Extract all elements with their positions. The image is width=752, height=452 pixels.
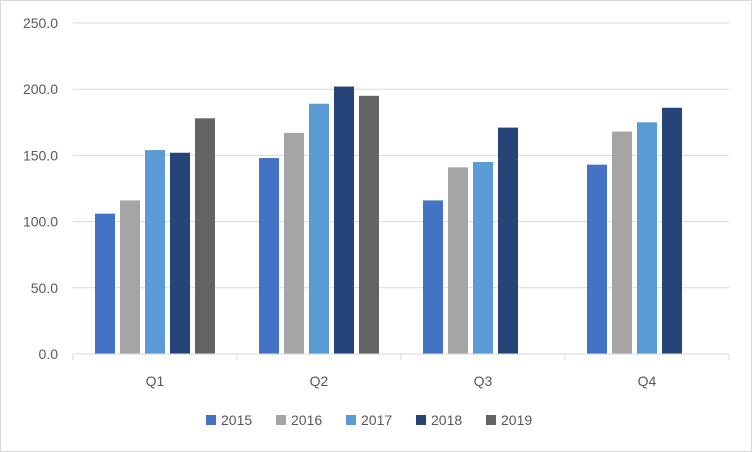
legend-label-2018: 2018: [431, 412, 462, 428]
legend-label-2017: 2017: [361, 412, 392, 428]
legend: 2015 2016 2017 2018 2019: [206, 412, 532, 428]
bar-2015-Q2: [259, 158, 279, 354]
bar-2015-Q4: [587, 164, 607, 354]
bar-2018-Q3: [498, 127, 518, 354]
y-tick-label: 50.0: [31, 280, 58, 296]
x-tick-label: Q3: [474, 373, 493, 389]
x-tick-label: Q1: [146, 373, 165, 389]
y-tick-label: 200.0: [23, 81, 58, 97]
y-axis-labels: 0.0 50.0 100.0 150.0 200.0 250.0: [23, 15, 58, 362]
legend-swatch-2019: [486, 415, 496, 425]
bar-2017-Q2: [309, 103, 329, 354]
legend-swatch-2015: [206, 415, 216, 425]
bar-2016-Q1: [120, 200, 140, 354]
bar-2019-Q1: [195, 118, 215, 354]
legend-label-2015: 2015: [221, 412, 252, 428]
x-tick-label: Q4: [638, 373, 657, 389]
bar-2019-Q2: [359, 95, 379, 354]
bar-2016-Q2: [284, 132, 304, 354]
legend-swatch-2016: [276, 415, 286, 425]
bar-2016-Q3: [448, 167, 468, 354]
legend-swatch-2018: [416, 415, 426, 425]
legend-label-2019: 2019: [501, 412, 532, 428]
bar-2017-Q1: [145, 150, 165, 354]
legend-swatch-2017: [346, 415, 356, 425]
bars: [95, 86, 682, 355]
y-tick-label: 0.0: [39, 346, 59, 362]
bar-2017-Q4: [637, 122, 657, 354]
x-axis: Q1 Q2 Q3 Q4: [72, 353, 730, 389]
bar-2015-Q1: [95, 213, 115, 354]
legend-label-2016: 2016: [291, 412, 322, 428]
x-tick-label: Q2: [310, 373, 329, 389]
bar-2018-Q1: [170, 152, 190, 354]
bar-2018-Q4: [662, 107, 682, 355]
bar-2015-Q3: [423, 200, 443, 354]
y-tick-label: 150.0: [23, 147, 58, 163]
y-tick-label: 100.0: [23, 214, 58, 230]
y-tick-label: 250.0: [23, 15, 58, 31]
bar-2017-Q3: [473, 162, 493, 354]
bar-2018-Q2: [334, 86, 354, 354]
bar-2016-Q4: [612, 131, 632, 354]
